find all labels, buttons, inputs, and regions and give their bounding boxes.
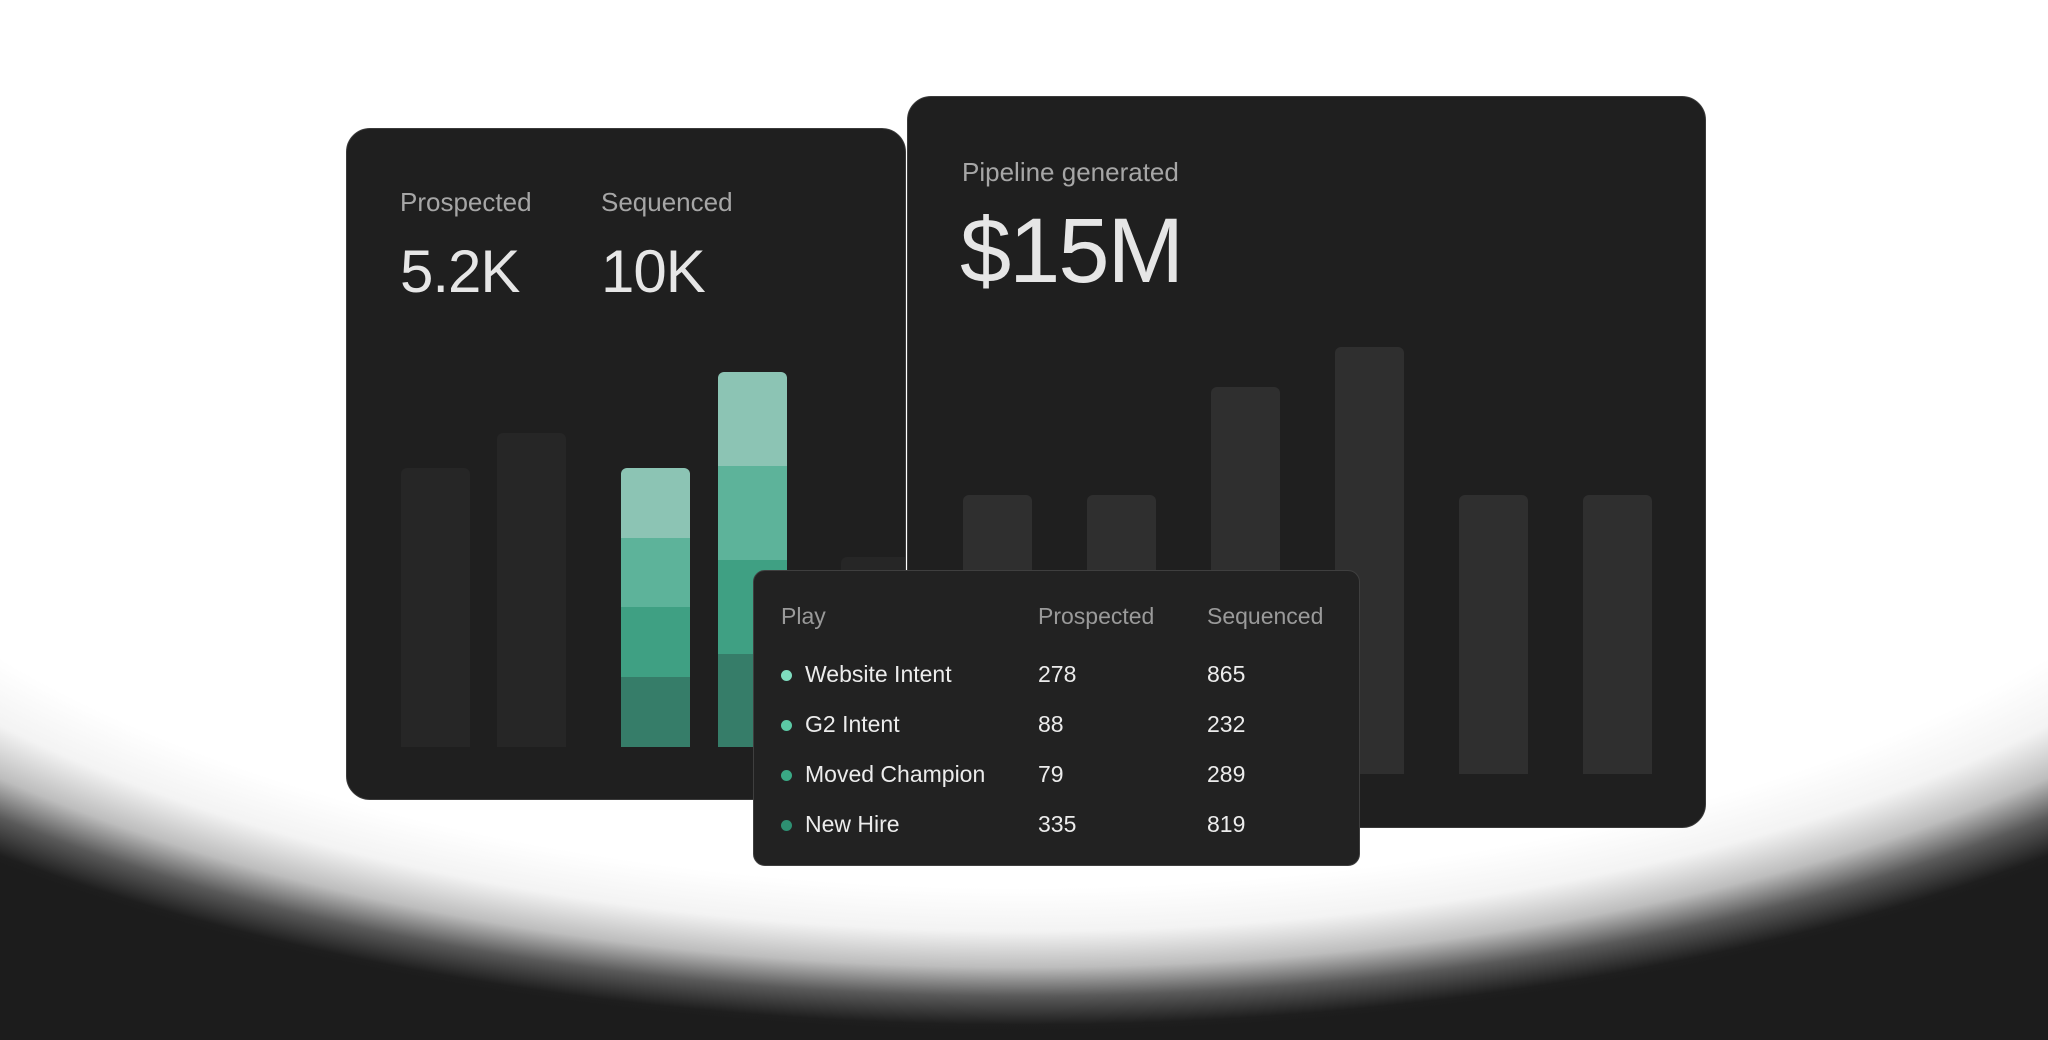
sequenced-label: Sequenced — [601, 187, 733, 217]
status-dot — [781, 770, 792, 781]
chart-bar — [1459, 495, 1528, 774]
prospected-label: Prospected — [400, 187, 532, 217]
header-play: Play — [781, 603, 826, 629]
sequenced-count: 232 — [1207, 711, 1246, 737]
play-name: Website Intent — [805, 661, 952, 687]
header-sequenced: Sequenced — [1207, 603, 1324, 629]
bar-segment — [621, 677, 690, 747]
bar-segment — [621, 468, 690, 538]
bar-segment — [621, 607, 690, 677]
sequenced-count: 865 — [1207, 661, 1246, 687]
status-dot — [781, 720, 792, 731]
prospected-count: 335 — [1038, 811, 1077, 837]
bar-segment — [621, 538, 690, 607]
play-name: Moved Champion — [805, 761, 986, 787]
header-prospected: Prospected — [1038, 603, 1155, 629]
table-row[interactable]: New Hire 335 819 — [754, 805, 1359, 845]
chart-bar-stacked — [621, 468, 690, 747]
sequenced-value: 10K — [601, 238, 706, 305]
prospected-value: 5.2K — [400, 238, 520, 305]
table-row[interactable]: Website Intent 278 865 — [754, 655, 1359, 695]
prospected-count: 79 — [1038, 761, 1064, 787]
bar-segment — [718, 466, 787, 560]
table-row[interactable]: Moved Champion 79 289 — [754, 755, 1359, 795]
prospected-sequenced-card: Prospected 5.2K Sequenced 10K — [346, 128, 906, 800]
sequenced-count: 819 — [1207, 811, 1246, 837]
pipeline-label: Pipeline generated — [962, 157, 1179, 187]
prospected-count: 88 — [1038, 711, 1064, 737]
status-dot — [781, 820, 792, 831]
table-row[interactable]: G2 Intent 88 232 — [754, 705, 1359, 745]
chart-bar — [497, 433, 566, 747]
play-name: G2 Intent — [805, 711, 900, 737]
status-dot — [781, 670, 792, 681]
bar-segment — [718, 372, 787, 466]
play-name: New Hire — [805, 811, 900, 837]
chart-bar — [1583, 495, 1652, 774]
sequenced-count: 289 — [1207, 761, 1246, 787]
plays-table: Play Prospected Sequenced Website Intent… — [753, 570, 1360, 866]
prospected-count: 278 — [1038, 661, 1077, 687]
chart-bar — [401, 468, 470, 747]
pipeline-value: $15M — [960, 200, 1184, 302]
